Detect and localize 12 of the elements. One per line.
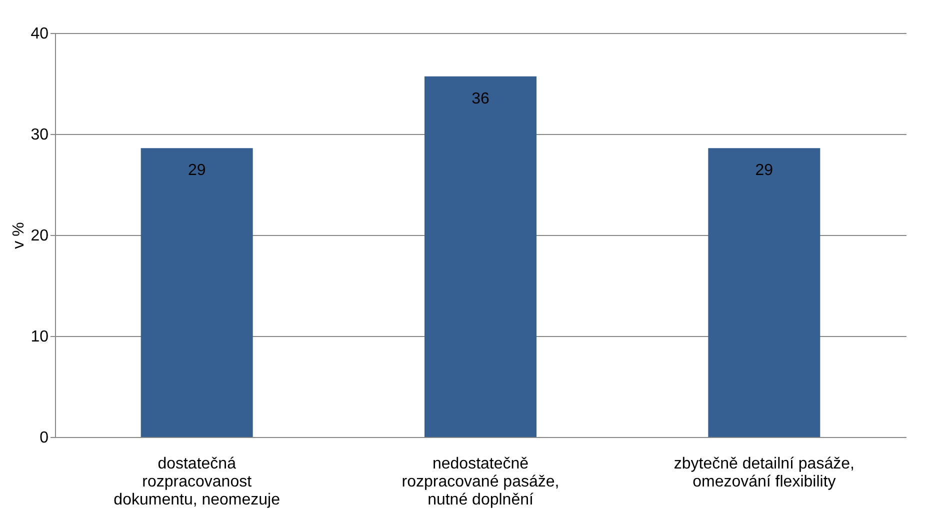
x-tick-label: dostatečná rozpracovanost dokumentu, neomezuje	[114, 456, 280, 508]
y-tick-label: 10	[30, 328, 49, 346]
data-label: 36	[472, 90, 490, 108]
data-label: 29	[755, 162, 774, 180]
y-tick-label: 40	[30, 26, 49, 42]
x-tick-label: nedostatečně rozpracované pasáže, nutné doplnění	[402, 456, 560, 508]
data-label: 29	[188, 162, 206, 180]
y-tick-label: 0	[40, 430, 49, 446]
y-tick-label: 30	[30, 126, 49, 144]
y-tick-label: 20	[30, 228, 49, 244]
y-axis-title: v %	[10, 222, 28, 249]
x-tick-label: zbytečně detailní pasáže, omezování flexibility	[674, 456, 854, 490]
